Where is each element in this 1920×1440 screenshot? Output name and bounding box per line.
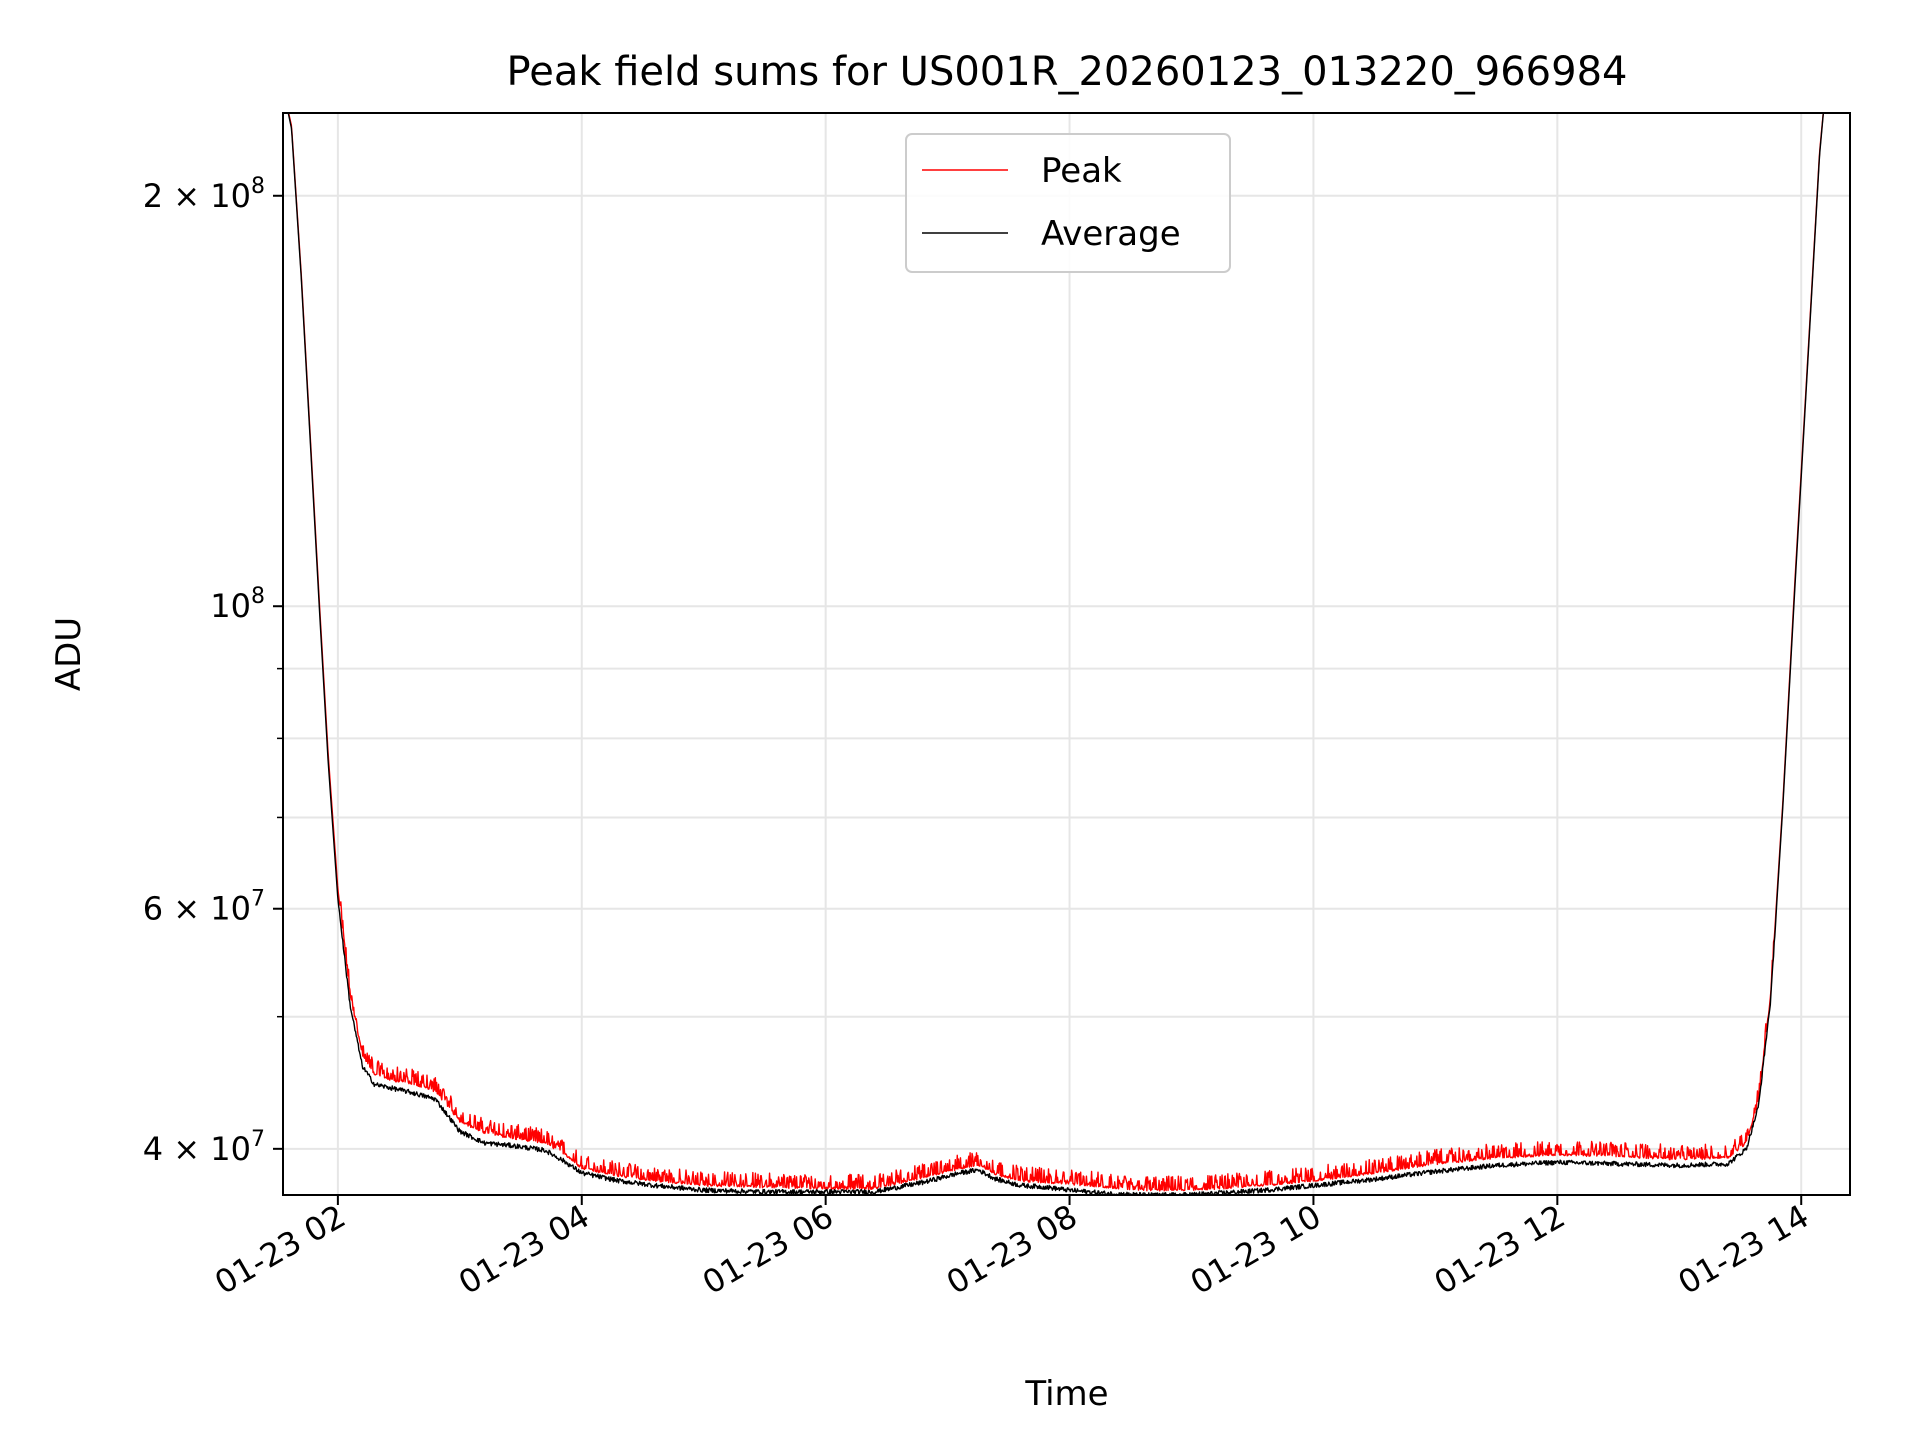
x-axis-label: Time [1024, 1374, 1108, 1414]
y-tick-label: 108 [210, 584, 265, 625]
y-tick-label: 2 × 108 [143, 174, 265, 215]
chart-title: Peak field sums for US001R_20260123_0132… [507, 49, 1628, 95]
plot-frame [282, 112, 1851, 1196]
y-tick-label: 4 × 107 [143, 1127, 265, 1168]
legend-label-average: Average [1041, 214, 1181, 254]
series-layer [287, 113, 1825, 1195]
legend-box [905, 133, 1231, 273]
grid [283, 113, 1850, 1195]
y-tick-label: 6 × 107 [143, 887, 265, 928]
legend: Peak Average [905, 133, 1231, 273]
legend-label-peak: Peak [1041, 151, 1122, 191]
series-line-peak [287, 113, 1824, 1192]
y-axis-label: ADU [49, 617, 89, 691]
series-line-average [287, 113, 1825, 1195]
